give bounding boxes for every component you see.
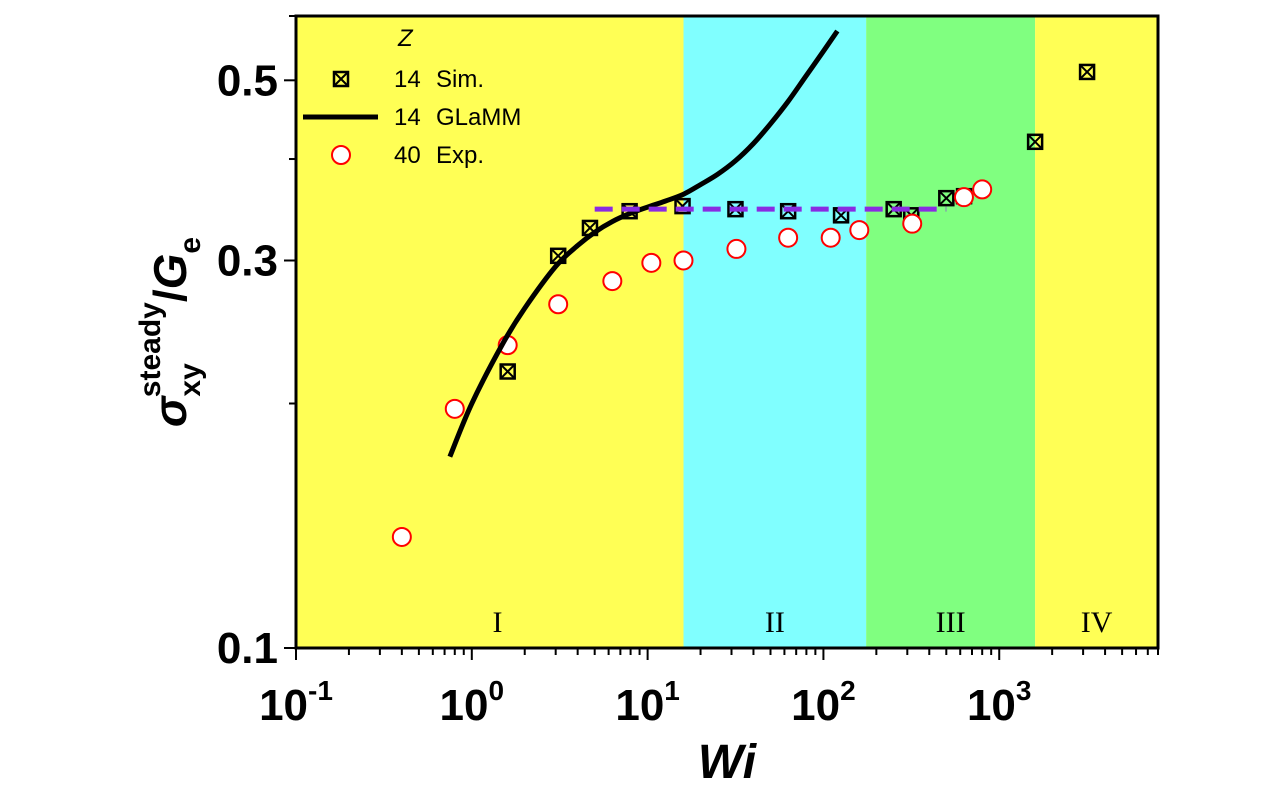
region-label-II: II <box>765 606 785 639</box>
legend-entry-glamm: 14 GLaMM <box>303 104 521 131</box>
series-exp- <box>391 179 993 547</box>
sim-point <box>499 363 516 380</box>
exp-point <box>820 227 841 248</box>
exp-point <box>548 294 569 315</box>
exp-point <box>778 227 799 248</box>
series-glamm <box>447 29 840 458</box>
exp-point <box>953 187 974 208</box>
plot-frame <box>294 14 1160 650</box>
y-tick-label: 0.5 <box>217 56 278 105</box>
legend-z-sim: 14 <box>394 66 421 93</box>
legend-z-glamm: 14 <box>394 104 421 131</box>
exp-point <box>673 250 694 271</box>
legend-label-sim: Sim. <box>436 66 484 93</box>
sim-point <box>938 189 955 207</box>
legend-header: Z <box>397 25 414 52</box>
sim-point <box>1078 63 1096 81</box>
legend-label-exp: Exp. <box>436 142 484 169</box>
exp-point <box>726 238 747 259</box>
x-tick-label: 10-1 <box>259 675 333 730</box>
region-III <box>866 16 1036 648</box>
exp-point <box>972 179 993 200</box>
y-tick-label: 0.1 <box>217 624 278 673</box>
exp-point <box>849 220 870 241</box>
region-label-IV: IV <box>1081 606 1113 639</box>
region-I <box>296 16 684 648</box>
x-tick-label: 102 <box>791 675 856 730</box>
legend: Z 14 Sim. 14 GLaMM 40 Exp. <box>303 25 521 169</box>
region-label-III: III <box>936 606 966 639</box>
exp-point <box>391 526 412 547</box>
exp-point <box>444 398 465 419</box>
glamm-curve <box>447 29 840 458</box>
y-axis-ticks: 0.1 0.3 0.5 <box>217 15 296 673</box>
series-layer <box>391 29 1096 547</box>
y-tick-label: 0.3 <box>217 236 278 285</box>
exp-point <box>641 252 662 273</box>
legend-entry-exp: 40 Exp. <box>331 142 484 169</box>
x-axis-ticks: 10-1 100 101 102 103 <box>259 648 1159 730</box>
region-II <box>683 16 867 648</box>
x-axis-title: Wi <box>698 736 758 787</box>
region-labels-layer: I II III IV <box>492 606 1112 639</box>
legend-marker-exp <box>331 145 351 165</box>
x-tick-label: 101 <box>615 675 680 730</box>
region-label-I: I <box>492 606 502 639</box>
region-IV <box>1035 16 1158 648</box>
legend-z-exp: 40 <box>394 142 421 169</box>
regions-layer <box>296 16 1158 648</box>
legend-marker-sim <box>332 70 350 88</box>
sim-point <box>1026 133 1044 151</box>
y-axis-title: σxysteady/Ge <box>134 237 207 427</box>
legend-entry-sim: 14 Sim. <box>332 66 484 93</box>
x-tick-label: 100 <box>440 675 505 730</box>
exp-point <box>902 213 923 234</box>
exp-point <box>602 271 623 292</box>
x-tick-label: 103 <box>967 675 1032 730</box>
legend-label-glamm: GLaMM <box>436 104 521 131</box>
